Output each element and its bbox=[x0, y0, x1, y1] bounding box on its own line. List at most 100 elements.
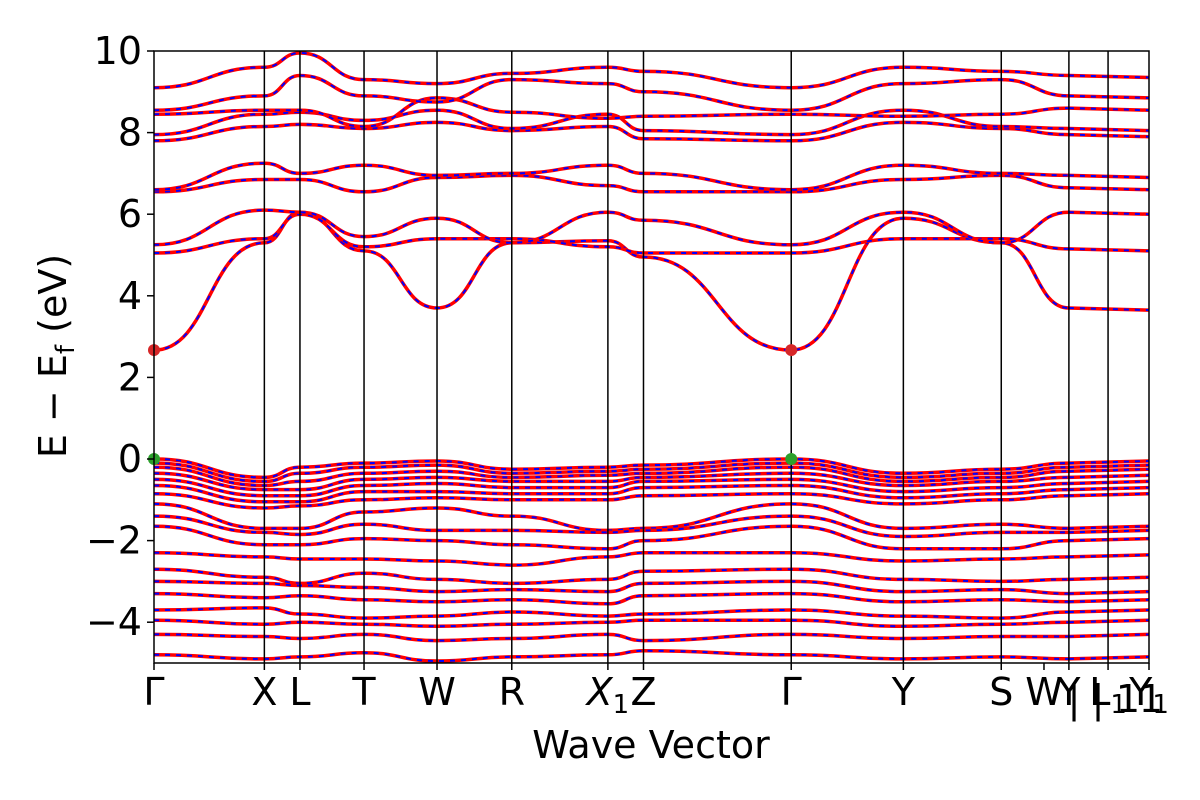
valence-band-11-tail-blue bbox=[1068, 576, 1149, 581]
cbm-marker bbox=[785, 344, 798, 357]
valence-band-10-tail-blue bbox=[1068, 553, 1149, 558]
x-tick-clutter: 1 bbox=[1116, 677, 1140, 721]
conduction-band-8-blue bbox=[154, 74, 1069, 112]
x-tick-label: L bbox=[289, 670, 310, 714]
conduction-band-4-blue bbox=[154, 162, 1069, 191]
x-tick-label: T bbox=[351, 670, 376, 714]
vbm-marker bbox=[785, 453, 798, 465]
valence-band-4-tail-blue bbox=[1068, 480, 1149, 485]
valence-band-17-blue bbox=[154, 649, 1069, 663]
x-tick-label: Y bbox=[1056, 670, 1081, 714]
conduction-band-2-blue bbox=[154, 209, 1069, 246]
valence-band-3-blue bbox=[154, 472, 1069, 491]
conduction-band-6-blue bbox=[154, 109, 1069, 136]
valence-band-14-blue bbox=[154, 606, 1069, 620]
valence-band-8-tail-blue bbox=[1068, 529, 1149, 534]
conduction-band-6-tail-blue bbox=[1068, 127, 1149, 132]
x-tick-clutter: 1 bbox=[1139, 677, 1163, 721]
x-tick-label: Z bbox=[630, 670, 656, 714]
valence-band-13-tail-blue bbox=[1068, 598, 1149, 603]
valence-band-14-tail-blue bbox=[1068, 609, 1149, 613]
valence-band-13-red bbox=[154, 591, 1069, 606]
x-tick-label: Y bbox=[891, 670, 916, 714]
y-axis-label-unit: (eV) bbox=[31, 254, 75, 333]
y-tick-label: 10 bbox=[94, 29, 142, 73]
kpoint-boundaries bbox=[263, 51, 1109, 663]
x-tick-clutter: | bbox=[1092, 677, 1105, 722]
valence-band-11-blue bbox=[154, 568, 1069, 585]
y-tick-label: −4 bbox=[86, 600, 142, 644]
conduction-band-7-tail-blue bbox=[1068, 107, 1149, 112]
x-tick-label: Y1 bbox=[1128, 670, 1169, 720]
conduction-band-9-tail-blue bbox=[1068, 74, 1149, 79]
x-tick-label: W bbox=[1025, 670, 1063, 714]
y-tick-label: 8 bbox=[118, 111, 142, 155]
valence-band-10-red bbox=[154, 551, 1069, 567]
valence-band-8-blue bbox=[154, 515, 1069, 538]
y-axis-label: E − Ef (eV) bbox=[31, 254, 81, 458]
valence-band-0-blue bbox=[154, 457, 1069, 479]
conduction-band-0-tail-blue bbox=[1068, 307, 1149, 312]
valence-band-7-blue bbox=[154, 502, 1069, 532]
conduction-band-5-red bbox=[154, 120, 1069, 143]
band-edge-markers bbox=[148, 344, 798, 465]
valence-band-17-tail-blue bbox=[1068, 655, 1149, 660]
valence-band-9-tail-blue bbox=[1068, 537, 1149, 542]
valence-band-0-tail-blue bbox=[1068, 460, 1149, 465]
valence-band-16-red bbox=[154, 632, 1069, 643]
valence-band-15-tail-blue bbox=[1068, 619, 1149, 624]
plot-frame bbox=[153, 50, 1150, 664]
bands-layer bbox=[154, 51, 1149, 663]
conduction-band-2-tail-blue bbox=[1068, 211, 1149, 216]
x-axis-label: Wave Vector bbox=[532, 723, 770, 767]
valence-band-4-blue bbox=[154, 478, 1069, 497]
valence-band-5-tail-blue bbox=[1068, 486, 1149, 491]
x-tick-label: X bbox=[251, 670, 277, 714]
y-tick-label: 4 bbox=[118, 274, 142, 318]
y-axis-ticks: 10 8 6 4 2 0 −2 −4 bbox=[86, 29, 154, 644]
valence-band-14-red bbox=[154, 606, 1069, 620]
y-tick-label: 6 bbox=[118, 192, 142, 236]
x-tick-label: L1 bbox=[1089, 670, 1127, 720]
x-tick-label: W bbox=[418, 670, 456, 714]
valence-band-11-red bbox=[154, 567, 1069, 586]
x-tick-label: S bbox=[989, 670, 1013, 714]
conduction-band-4-tail-blue bbox=[1068, 174, 1149, 179]
conduction-band-1-tail-blue bbox=[1068, 247, 1149, 252]
x-tick-label: X1 bbox=[585, 670, 630, 720]
x-axis-ticks: Γ X L T W R X1 Z Γ Y S WY L1 Y1| | 11 bbox=[143, 663, 1169, 722]
x-tick-clutter: | bbox=[1068, 677, 1081, 722]
valence-band-2-tail-blue bbox=[1068, 468, 1149, 473]
valence-band-17-red bbox=[154, 649, 1069, 663]
valence-band-7-tail-blue bbox=[1068, 525, 1149, 530]
valence-band-13-blue bbox=[154, 592, 1069, 605]
conduction-band-0-blue bbox=[154, 211, 1069, 352]
conduction-band-3-tail-blue bbox=[1068, 186, 1149, 191]
valence-band-16-tail-blue bbox=[1068, 633, 1149, 638]
x-tick-label: Γ bbox=[143, 670, 164, 714]
valence-band-6-tail-blue bbox=[1068, 492, 1149, 497]
x-tick-label: R bbox=[499, 670, 525, 714]
conduction-band-0-red bbox=[154, 210, 1070, 352]
conduction-band-8-red bbox=[154, 73, 1069, 112]
valence-band-12-tail-blue bbox=[1068, 590, 1149, 595]
valence-band-6-blue bbox=[154, 492, 1069, 510]
x-tick-label: Γ bbox=[781, 670, 802, 714]
valence-band-5-blue bbox=[154, 484, 1069, 503]
y-tick-label: 2 bbox=[118, 355, 142, 399]
valence-band-15-blue bbox=[154, 619, 1069, 628]
conduction-band-9-blue bbox=[154, 51, 1069, 89]
y-axis-label-subscript: f bbox=[51, 344, 81, 354]
y-tick-label: 0 bbox=[118, 437, 142, 481]
conduction-band-5-tail-blue bbox=[1068, 133, 1149, 138]
valence-band-12-blue bbox=[154, 580, 1069, 595]
y-axis-label-main: E − E bbox=[31, 354, 75, 458]
valence-band-15-red bbox=[154, 618, 1069, 629]
conduction-band-5-blue bbox=[154, 121, 1069, 142]
valence-band-2-blue bbox=[154, 466, 1069, 487]
valence-band-3-tail-blue bbox=[1068, 474, 1149, 479]
valence-band-1-tail-blue bbox=[1068, 464, 1149, 469]
conduction-band-3-red bbox=[154, 173, 1069, 194]
conduction-band-1-red bbox=[154, 212, 1069, 255]
